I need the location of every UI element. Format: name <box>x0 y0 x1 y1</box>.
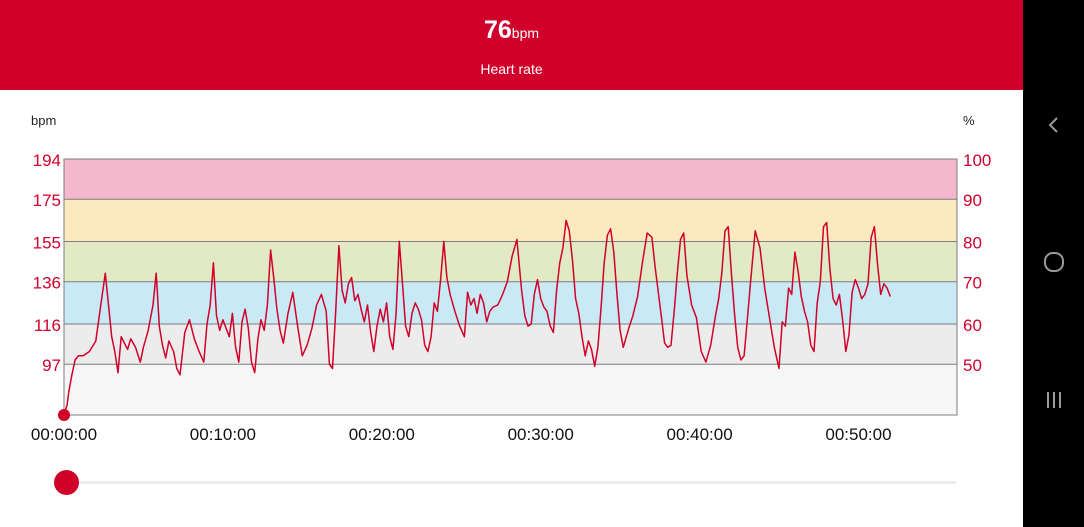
x-tick-label: 00:40:00 <box>666 425 732 444</box>
home-icon[interactable] <box>1023 242 1084 282</box>
x-tick-label: 00:30:00 <box>508 425 574 444</box>
right-axis-unit: % <box>963 113 975 128</box>
heart-rate-chart: 194 175 155 136 116 97 100 90 80 70 60 50 00:00:00 00… <box>31 151 991 444</box>
cursor-marker <box>58 409 70 421</box>
heart-rate-value: 76bpm <box>0 16 1023 45</box>
left-axis-unit: bpm <box>31 113 57 128</box>
chevron-left-icon[interactable] <box>1023 105 1084 145</box>
heart-rate-label: Heart rate <box>480 61 543 77</box>
y-tick-right: 80 <box>963 234 982 253</box>
x-tick-label: 00:10:00 <box>190 425 256 444</box>
header: 76bpm Heart rate <box>0 0 1023 90</box>
zone-rest <box>64 364 957 415</box>
y-tick-left: 97 <box>42 356 61 375</box>
heart-rate-number: 76 <box>483 16 512 44</box>
y-tick-right: 70 <box>963 274 982 293</box>
y-tick-right: 90 <box>963 191 982 210</box>
y-tick-left: 175 <box>33 191 61 210</box>
y-tick-left: 155 <box>33 234 61 253</box>
y-tick-left: 136 <box>33 274 61 293</box>
x-tick-label: 00:50:00 <box>825 425 891 444</box>
zone-warm-up <box>64 324 957 365</box>
y-tick-left: 194 <box>33 151 61 170</box>
zone-fat-burn <box>64 281 957 325</box>
zone-anaerobic <box>64 199 957 242</box>
y-tick-left: 116 <box>34 316 61 335</box>
recents-icon[interactable] <box>1023 380 1084 420</box>
zone-max <box>64 159 957 200</box>
y-tick-right: 60 <box>963 316 982 335</box>
timeline-slider-thumb[interactable] <box>54 470 79 495</box>
heart-rate-unit: bpm <box>511 25 540 41</box>
timeline-slider-track[interactable] <box>66 481 956 484</box>
system-nav-bar <box>1023 0 1084 527</box>
heart-rate-line <box>63 219 892 416</box>
y-tick-right: 50 <box>963 356 982 375</box>
x-tick-label: 00:00:00 <box>31 425 97 444</box>
y-tick-right: 100 <box>963 151 991 170</box>
x-tick-label: 00:20:00 <box>349 425 415 444</box>
plot-border <box>63 158 958 416</box>
